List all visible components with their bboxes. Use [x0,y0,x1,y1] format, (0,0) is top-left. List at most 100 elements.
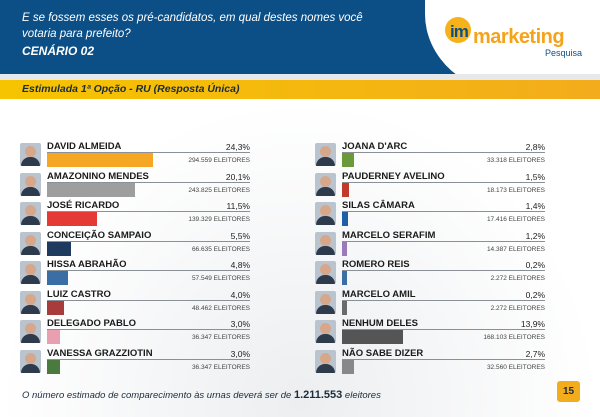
row-divider [342,358,545,360]
row-divider [342,329,545,330]
candidate-name: DAVID ALMEIDA [47,141,122,152]
candidate-name: DELEGADO PABLO [47,318,137,329]
row-divider [342,270,545,271]
photo-torso [316,304,335,314]
candidate-photo [315,290,336,314]
candidate-row: JOANA D'ARC 2,8% 33.318 ELEITORES [315,141,545,171]
candidate-percent: 13,9% [520,319,545,329]
photo-torso [21,216,40,225]
candidate-bar [47,330,61,344]
candidate-voters: 32.560 ELEITORES [486,363,545,371]
row-divider [342,240,545,242]
photo-face [25,264,36,275]
candidate-row: AMAZONINO MENDES 20,1% 243.825 ELEITORES [20,171,250,201]
candidate-photo [315,231,336,255]
candidate-bar [47,182,135,197]
row-divider [342,152,545,153]
logo-badge-icon [445,17,471,43]
candidate-row: CONCEIÇÃO SAMPAIO 5,5% 66.635 ELEITORES [20,230,250,260]
candidate-voters: 18.173 ELEITORES [486,186,545,194]
candidate-percent: 0,2% [525,289,545,300]
row-divider [47,329,250,330]
photo-face [320,352,331,364]
candidate-name: HISSA ABRAHÃO [47,259,127,270]
candidate-bar [47,359,61,374]
candidate-voters: 33.318 ELEITORES [486,157,545,164]
candidate-name: MARCELO SERAFIM [342,229,436,241]
photo-face [320,234,331,246]
candidate-voters: 2.272 ELEITORES [490,275,545,282]
candidate-photo [315,320,336,343]
photo-torso [316,334,335,343]
candidate-voters: 139.329 ELEITORES [188,216,250,223]
photo-torso [21,186,40,196]
photo-torso [316,363,335,373]
candidate-voters: 14.387 ELEITORES [486,245,545,253]
header-band [0,74,600,84]
candidate-name: MARCELO AMIL [342,288,416,300]
candidate-bar [47,271,68,285]
chart-area: DAVID ALMEIDA 24,3% 294.559 ELEITORES AMAZO… [0,99,600,417]
candidate-photo [20,261,41,284]
photo-torso [21,363,40,373]
subtitle-bar: Estimulada 1ª Opção - RU (Resposta Única… [0,80,600,99]
candidate-name: VANESSA GRAZZIOTIN [47,347,153,359]
candidate-percent: 1,4% [525,201,545,211]
candidate-row: PAUDERNEY AVELINO 1,5% 18.173 ELEITORES [315,171,545,201]
candidate-row: LUIZ CASTRO 4,0% 48.462 ELEITORES [20,289,250,319]
candidate-row: HISSA ABRAHÃO 4,8% 57.549 ELEITORES [20,259,250,289]
candidate-name: NENHUM DELES [342,318,419,329]
photo-face [25,352,36,364]
photo-torso [316,186,335,196]
page-number: 15 [557,381,580,402]
candidate-bar [47,300,65,315]
row-divider [47,152,250,153]
candidate-voters: 57.549 ELEITORES [191,275,250,282]
candidate-percent: 2,7% [525,348,545,359]
candidate-percent: 3,0% [230,348,250,359]
candidate-photo [20,231,41,255]
logo-brand: marketing [473,26,565,48]
candidate-voters: 168.103 ELEITORES [483,334,545,341]
candidate-bar [342,212,349,226]
photo-torso [316,216,335,225]
footer-turnout: 1.211.553 [293,389,343,401]
candidate-photo [315,143,336,166]
row-divider [47,181,250,183]
candidate-row: VANESSA GRAZZIOTIN 3,0% 36.347 ELEITORES [20,348,250,378]
row-divider [342,211,545,212]
candidate-name: JOANA D'ARC [342,141,408,152]
candidate-percent: 11,5% [226,201,250,211]
candidate-row: SILAS CÂMARA 1,4% 17.416 ELEITORES [315,200,545,230]
candidate-row: MARCELO SERAFIM 1,2% 14.387 ELEITORES [315,230,545,260]
candidate-percent: 20,1% [225,171,250,182]
candidate-percent: 4,0% [230,289,250,300]
photo-face [25,293,36,305]
candidate-photo [315,172,336,196]
photo-face [320,264,331,275]
candidate-bar [342,241,348,256]
candidate-percent: 2,8% [525,142,545,152]
candidate-percent: 4,8% [230,260,250,270]
candidate-percent: 1,2% [525,230,545,241]
row-divider [47,211,250,212]
candidate-bar [342,330,403,344]
candidate-bar [342,153,355,167]
photo-face [320,175,331,187]
candidate-name: NÃO SABE DIZER [342,347,424,359]
footer-text-before: O número estimado de comparecimento às u… [22,390,294,401]
candidate-photo [315,202,336,225]
candidate-row: NÃO SABE DIZER 2,7% 32.560 ELEITORES [315,348,545,378]
candidate-voters: 243.825 ELEITORES [188,186,250,194]
candidate-percent: 5,5% [230,230,250,241]
candidate-name: JOSÉ RICARDO [47,200,120,211]
row-divider [47,358,250,360]
candidate-name: PAUDERNEY AVELINO [342,170,445,182]
photo-face [25,234,36,246]
candidate-row: JOSÉ RICARDO 11,5% 139.329 ELEITORES [20,200,250,230]
photo-torso [316,245,335,255]
photo-face [25,175,36,187]
photo-torso [316,275,335,284]
row-divider [342,181,545,183]
photo-face [320,323,331,334]
